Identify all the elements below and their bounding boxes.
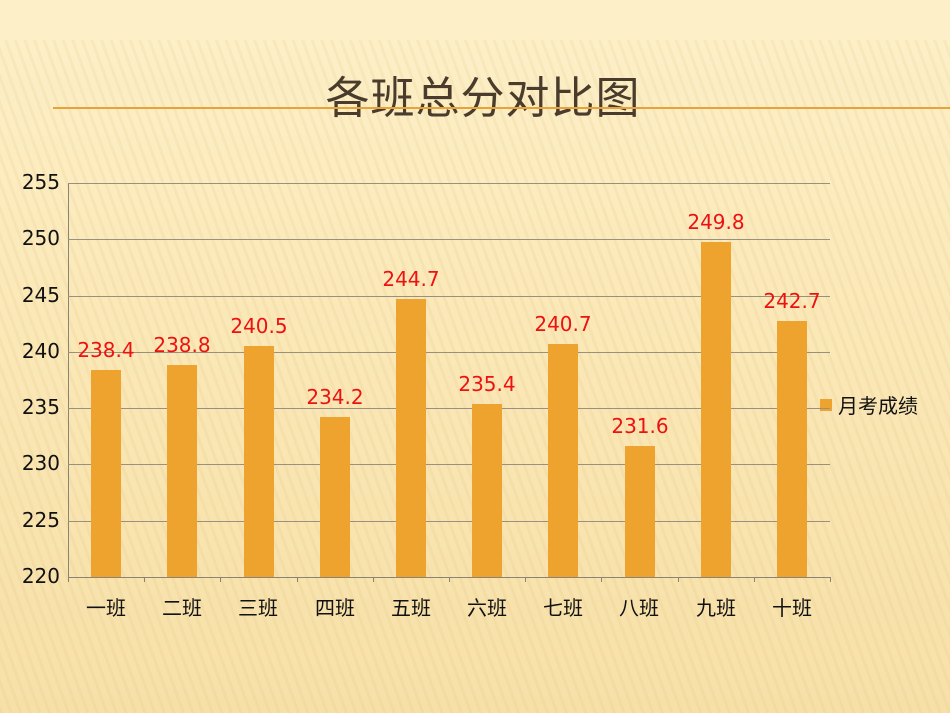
x-tick-label: 六班: [467, 596, 507, 620]
x-tick-mark: [373, 577, 374, 582]
data-label: 240.7: [534, 312, 592, 336]
x-tick-mark: [754, 577, 755, 582]
x-tick-label: 四班: [315, 596, 355, 620]
y-tick-label: 220: [21, 564, 60, 588]
x-tick-label: 七班: [543, 596, 583, 620]
bar: [396, 299, 426, 577]
x-tick-label: 二班: [162, 596, 202, 620]
data-label: 234.2: [306, 385, 364, 409]
data-label: 238.4: [77, 338, 135, 362]
x-tick-mark: [525, 577, 526, 582]
y-tick-label: 255: [21, 170, 60, 194]
x-tick-label: 十班: [772, 596, 812, 620]
data-label: 231.6: [611, 414, 669, 438]
gridline: [68, 296, 830, 297]
y-tick-label: 245: [21, 283, 60, 307]
x-tick-label: 九班: [696, 596, 736, 620]
y-tick-label: 250: [21, 226, 60, 250]
x-tick-mark: [678, 577, 679, 582]
x-tick-mark: [830, 577, 831, 582]
legend-label: 月考成绩: [838, 394, 918, 418]
legend-swatch: [820, 398, 832, 411]
x-tick-label: 三班: [238, 596, 278, 620]
x-tick-mark: [449, 577, 450, 582]
bar: [625, 446, 655, 577]
bar: [320, 417, 350, 577]
title-underline: [53, 107, 950, 109]
bar: [548, 344, 578, 577]
x-tick-mark: [144, 577, 145, 582]
slide-background-top: [0, 0, 950, 40]
gridline: [68, 183, 830, 184]
x-tick-mark: [68, 577, 69, 582]
gridline: [68, 464, 830, 465]
y-axis: [68, 183, 69, 578]
x-tick-label: 一班: [86, 596, 126, 620]
data-label: 244.7: [382, 267, 440, 291]
legend: 月考成绩: [820, 390, 918, 419]
bar: [777, 321, 807, 577]
data-label: 242.7: [763, 289, 821, 313]
y-tick-label: 230: [21, 451, 60, 475]
bar: [91, 370, 121, 577]
bar: [701, 242, 731, 577]
gridline: [68, 521, 830, 522]
x-tick-label: 八班: [619, 596, 659, 620]
bar: [472, 404, 502, 577]
bar: [167, 365, 197, 577]
data-label: 240.5: [230, 314, 288, 338]
bar: [244, 346, 274, 577]
x-tick-mark: [601, 577, 602, 582]
chart-title: 各班总分对比图: [325, 73, 641, 124]
y-tick-label: 240: [21, 339, 60, 363]
x-tick-label: 五班: [391, 596, 431, 620]
x-tick-mark: [297, 577, 298, 582]
data-label: 235.4: [458, 372, 516, 396]
y-tick-label: 235: [21, 395, 60, 419]
y-tick-label: 225: [21, 508, 60, 532]
data-label: 249.8: [687, 210, 745, 234]
gridline: [68, 352, 830, 353]
data-label: 238.8: [153, 333, 211, 357]
gridline: [68, 239, 830, 240]
gridline: [68, 408, 830, 409]
x-tick-mark: [220, 577, 221, 582]
